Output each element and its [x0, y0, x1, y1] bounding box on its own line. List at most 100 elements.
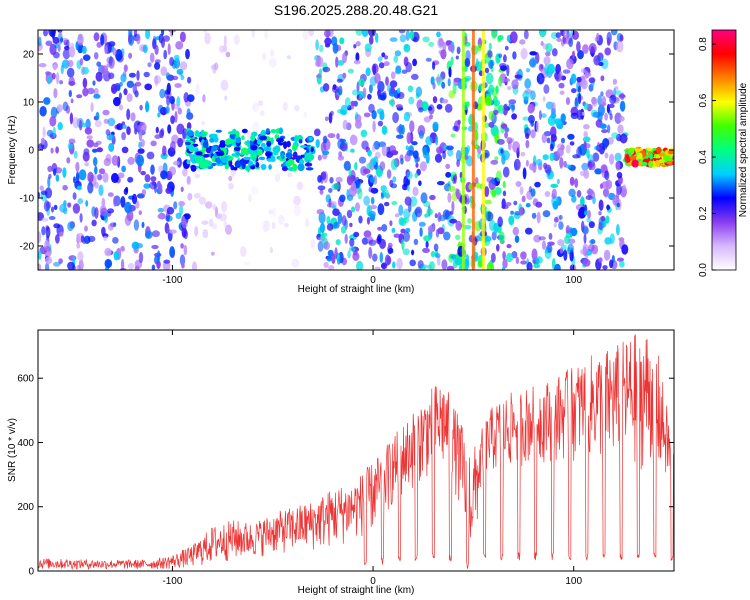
heatmap-cell	[160, 152, 168, 160]
heatmap-cell	[187, 192, 193, 201]
heatmap-cell	[370, 157, 377, 166]
heatmap-cell	[117, 172, 125, 179]
heatmap-cell	[186, 175, 191, 185]
heatmap-cell	[49, 116, 57, 127]
heatmap-cell	[582, 258, 591, 267]
heatmap-cell	[77, 198, 84, 205]
heatmap-cell	[112, 48, 117, 56]
heatmap-cell	[577, 209, 586, 219]
heatmap-feature-cell	[656, 146, 662, 154]
heatmap-cell	[425, 57, 432, 62]
heatmap-feature-cell	[310, 146, 314, 153]
heatmap-cell	[343, 160, 351, 171]
heatmap-cell	[157, 213, 164, 219]
heatmap-cell	[412, 58, 417, 67]
heatmap-cell	[488, 110, 495, 121]
heatmap-feature-cell	[667, 150, 674, 155]
heatmap-cell	[558, 214, 563, 220]
heatmap-cell	[583, 102, 589, 110]
heatmap-cell	[582, 44, 589, 54]
heatmap-cell	[45, 71, 51, 76]
heatmap-cell	[326, 255, 332, 262]
heatmap-cell	[427, 225, 434, 233]
heatmap-cell	[105, 129, 111, 136]
heatmap-cell	[617, 257, 624, 262]
heatmap-cell	[80, 235, 85, 243]
heatmap-cell	[463, 225, 472, 230]
heatmap-cell	[282, 101, 288, 111]
heatmap-cell	[385, 190, 389, 199]
heatmap-cell	[500, 123, 508, 129]
heatmap-cell	[390, 183, 398, 189]
heatmap-cell	[143, 183, 151, 189]
heatmap-cell	[403, 208, 411, 220]
heatmap-cell	[581, 162, 589, 171]
heatmap-cell	[55, 174, 60, 182]
heatmap-cell	[348, 246, 356, 252]
y-tick-label: 0	[28, 146, 34, 157]
heatmap-cell	[549, 152, 555, 162]
heatmap-cell	[336, 133, 340, 140]
heatmap-feature-cell	[250, 134, 256, 142]
heatmap-cell	[92, 80, 96, 86]
heatmap-cell	[565, 97, 571, 106]
heatmap-cell	[372, 120, 376, 133]
heatmap-cell	[418, 107, 424, 113]
snr-panel: -100 0 100 0 200 400 600 Height of straight li…	[7, 329, 675, 596]
heatmap-cell	[262, 52, 267, 61]
heatmap-cell	[414, 206, 423, 218]
heatmap-cell	[442, 150, 446, 160]
heatmap-cell	[194, 173, 200, 179]
heatmap-cell	[350, 148, 355, 153]
heatmap-cell	[536, 73, 545, 85]
heatmap-cell	[401, 69, 408, 74]
heatmap-cell	[169, 246, 176, 258]
heatmap-cell	[56, 104, 63, 113]
heatmap-feature-cell	[638, 160, 643, 167]
heatmap-cell	[515, 256, 520, 265]
heatmap-feature-cell	[243, 156, 251, 161]
heatmap-cell	[508, 215, 515, 226]
heatmap-cell	[600, 91, 604, 97]
heatmap-cell	[581, 79, 588, 90]
heatmap-cell	[363, 230, 372, 238]
heatmap-cell	[615, 40, 624, 53]
heatmap-cell	[352, 89, 360, 96]
heatmap-cell	[104, 212, 108, 223]
heatmap-cell	[66, 67, 75, 78]
heatmap-cell	[67, 142, 74, 150]
heatmap-cell	[323, 241, 330, 250]
heatmap-cell	[66, 157, 71, 164]
heatmap-cell	[609, 259, 614, 269]
heatmap-cell	[446, 265, 455, 270]
heatmap-cell	[610, 30, 618, 36]
heatmap-cell	[38, 250, 42, 260]
heatmap-cell	[464, 198, 470, 205]
heatmap-cell	[303, 111, 308, 119]
heatmap-cell	[372, 253, 378, 262]
heatmap-cell	[243, 261, 251, 266]
heatmap-cell	[605, 215, 610, 224]
heatmap-cell	[621, 244, 629, 255]
heatmap-cell	[127, 156, 135, 165]
heatmap-cell	[152, 35, 157, 46]
heatmap-cell	[41, 226, 46, 236]
heatmap-cell	[43, 200, 50, 212]
heatmap-cell	[335, 176, 343, 183]
heatmap-cell	[315, 56, 324, 68]
heatmap-cell	[93, 52, 99, 60]
heatmap-cell	[337, 258, 341, 265]
heatmap-cell	[39, 106, 47, 117]
heatmap-cell	[513, 158, 521, 171]
heatmap-cell	[527, 103, 535, 114]
heatmap-cell	[120, 258, 125, 270]
heatmap-feature-cell	[631, 159, 640, 168]
heatmap-cell	[322, 83, 330, 92]
heatmap-cell	[198, 196, 207, 205]
heatmap-cell	[368, 103, 375, 113]
heatmap-feature-cell	[246, 165, 250, 173]
heatmap-feature-cell	[266, 158, 274, 162]
heatmap-cell	[350, 182, 357, 192]
heatmap-cell	[179, 61, 188, 71]
heatmap-cell	[505, 252, 514, 263]
